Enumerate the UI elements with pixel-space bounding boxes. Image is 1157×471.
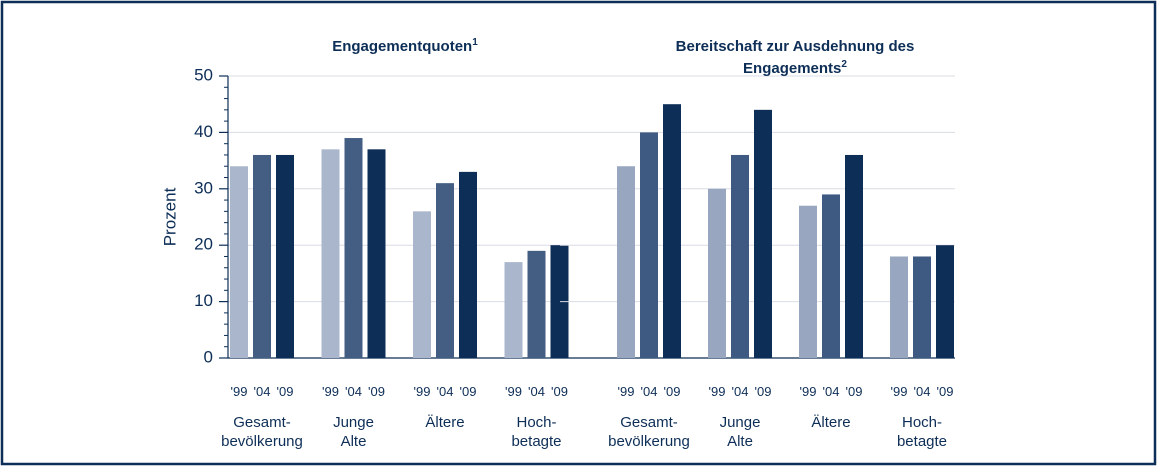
category-line: bevölkerung [608,433,690,450]
series-label: '99 [231,384,248,399]
category-line: betagte [511,433,561,450]
panel-title: Engagementquoten1 [332,37,478,55]
series-label: '99 [618,384,635,399]
bar [890,256,908,358]
bar [504,262,523,358]
bar [936,245,954,358]
category-label: Ältere [811,414,850,431]
bar [276,154,294,358]
category-line: Hoch- [516,414,556,431]
series-label: '04 [823,384,840,399]
series-label: '99 [709,384,726,399]
bar [799,205,817,358]
title-line: Engagements [743,60,841,77]
bar [640,132,658,358]
bar [344,138,363,358]
y-tick-label: 20 [194,235,213,254]
title-line: Engagementquoten [332,38,472,55]
y-axis-label: Prozent [160,187,179,246]
y-tick-label: 40 [194,122,213,141]
series-label: '04 [732,384,749,399]
category-label: Hoch-betagte [897,414,947,450]
series-label: '04 [914,384,931,399]
series-label: '09 [755,384,772,399]
bar [845,154,863,358]
series-label: '09 [937,384,954,399]
series-label: '09 [460,384,477,399]
series-label: '04 [345,384,362,399]
category-label: Junge Alte [720,414,761,450]
title-note: 2 [841,59,847,70]
bar [754,109,772,358]
bar [436,183,454,358]
bar [253,154,271,358]
series-label: '09 [551,384,568,399]
bar [413,211,431,358]
bar [230,166,248,358]
series-label: '09 [664,384,681,399]
bar [459,171,477,358]
bar [527,250,546,358]
category-line: Junge [333,414,374,431]
series-label: '09 [846,384,863,399]
category-line: Ältere [425,414,464,431]
category-line: bevölkerung [221,433,303,450]
bar [822,194,840,358]
category-line: Junge [720,414,761,431]
series-label: '99 [505,384,522,399]
category-line: Alte [341,433,367,450]
bar [321,149,340,358]
bar [663,104,681,358]
title-note: 1 [472,37,478,48]
category-line: Alte [727,433,753,450]
y-tick-label: 50 [194,65,213,84]
series-label: '04 [437,384,454,399]
title-line: Bereitschaft zur Ausdehnung des [676,38,915,55]
category-label: Gesamt-bevölkerung [608,414,690,450]
series-label: '09 [277,384,294,399]
category-line: Gesamt- [620,414,678,431]
series-label: '04 [528,384,545,399]
series-label: '99 [322,384,339,399]
series-label: '04 [254,384,271,399]
y-tick-label: 0 [204,347,213,366]
bar [913,256,931,358]
category-label: Hoch-betagte [511,414,561,450]
panel-title: Engagements2 [743,59,847,77]
bar [550,245,569,358]
category-line: Hoch- [902,414,942,431]
category-label: Gesamt-bevölkerung [221,414,303,450]
category-line: Gesamt- [233,414,291,431]
series-label: '99 [800,384,817,399]
panel-title: Bereitschaft zur Ausdehnung des [676,38,915,55]
bar [708,188,726,358]
y-tick-label: 10 [194,291,213,310]
bar [617,166,635,358]
series-label: '04 [641,384,658,399]
category-line: betagte [897,433,947,450]
bar [367,149,386,358]
series-label: '99 [414,384,431,399]
category-line: Ältere [811,414,850,431]
category-label: Ältere [425,414,464,431]
bar [731,154,749,358]
series-label: '09 [368,384,385,399]
y-tick-label: 30 [194,178,213,197]
category-label: Junge Alte [333,414,374,450]
series-label: '99 [891,384,908,399]
